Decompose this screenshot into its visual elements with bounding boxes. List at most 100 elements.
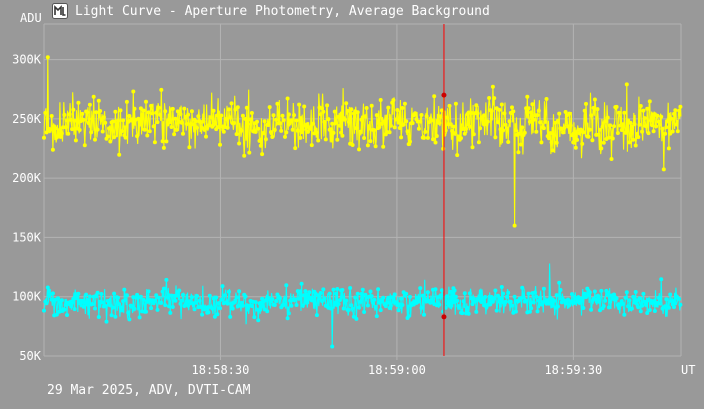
data-point (300, 127, 305, 132)
data-point (346, 120, 351, 124)
data-point (507, 119, 512, 124)
data-point (309, 143, 314, 148)
data-point (392, 125, 397, 130)
data-point (108, 303, 113, 308)
data-point (474, 309, 479, 314)
data-point (335, 287, 340, 291)
data-point (73, 138, 78, 143)
data-point (70, 127, 75, 132)
data-point (283, 296, 287, 301)
data-point (552, 298, 557, 303)
data-point (609, 157, 614, 161)
data-point (255, 119, 259, 124)
data-point (94, 110, 99, 115)
data-point (90, 302, 95, 307)
data-point (555, 118, 560, 123)
data-point (101, 115, 106, 120)
data-point (345, 108, 350, 113)
data-point (605, 292, 610, 297)
data-point (326, 117, 331, 122)
data-point (349, 303, 354, 308)
data-point (164, 277, 169, 282)
data-point (132, 306, 137, 311)
data-point (275, 101, 280, 106)
data-point (292, 113, 296, 118)
data-point (195, 294, 199, 298)
data-point (173, 298, 178, 303)
data-point (663, 131, 668, 136)
data-point (659, 114, 664, 119)
data-point (379, 121, 384, 126)
data-point (80, 111, 85, 116)
data-point (401, 122, 406, 127)
data-point (364, 106, 369, 110)
data-point (210, 124, 215, 129)
data-point (608, 123, 613, 128)
data-point (246, 122, 250, 127)
data-point (237, 289, 242, 294)
data-point (303, 289, 308, 294)
data-point (210, 306, 215, 311)
data-point (637, 296, 642, 301)
data-point (419, 305, 424, 310)
data-point (336, 114, 341, 119)
data-point (355, 291, 360, 296)
data-point (99, 117, 104, 122)
data-point (281, 302, 286, 307)
light-curve-app-icon[interactable] (52, 3, 68, 19)
data-point (152, 299, 157, 303)
data-point (257, 138, 262, 143)
data-point (280, 113, 285, 118)
data-point (494, 308, 499, 313)
data-point (538, 295, 543, 300)
data-point (592, 289, 597, 294)
data-point (402, 101, 407, 106)
data-point (215, 312, 220, 317)
data-point (474, 103, 479, 108)
data-point (226, 289, 231, 294)
data-point (321, 109, 326, 114)
data-point (117, 152, 122, 157)
data-point (350, 306, 355, 311)
data-point (675, 129, 680, 134)
data-point (404, 119, 409, 124)
time-cursor[interactable] (441, 24, 447, 356)
data-point (127, 317, 132, 322)
data-point (598, 127, 602, 132)
data-point (314, 130, 319, 135)
data-point (418, 286, 423, 291)
data-point (307, 290, 312, 295)
data-point (277, 296, 282, 301)
data-point (478, 126, 483, 131)
data-point (146, 289, 151, 294)
data-point (201, 119, 206, 124)
data-point (508, 299, 513, 304)
data-point (536, 108, 541, 113)
data-point (562, 125, 567, 130)
data-point (50, 291, 55, 296)
data-point (581, 306, 586, 310)
data-point (258, 143, 263, 148)
data-point (378, 98, 383, 102)
data-point (159, 87, 164, 92)
data-point (195, 125, 199, 130)
data-point (668, 292, 673, 297)
data-point (629, 306, 634, 311)
data-point (619, 128, 624, 132)
data-point (502, 111, 507, 116)
data-point (98, 109, 103, 113)
data-point (610, 136, 615, 141)
data-point (408, 294, 412, 299)
data-point (308, 126, 313, 131)
data-point (377, 125, 382, 129)
data-point (513, 128, 518, 133)
data-point (67, 112, 72, 117)
data-point (151, 124, 156, 129)
data-point (124, 293, 129, 298)
data-point (422, 312, 426, 317)
data-point (193, 300, 198, 305)
data-point (284, 130, 289, 135)
data-point (584, 101, 588, 106)
data-point (471, 296, 476, 301)
